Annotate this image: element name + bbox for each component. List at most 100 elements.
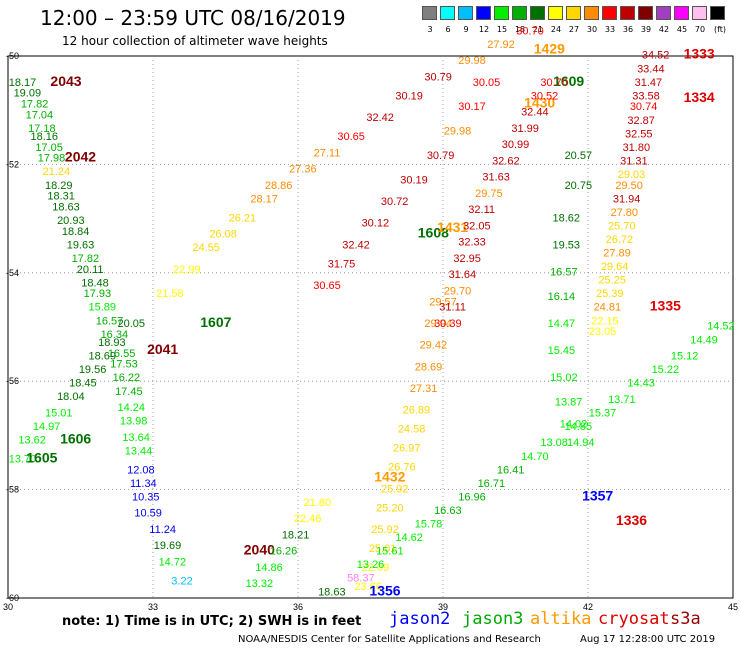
swh-value-cryosat: 23.05 (589, 326, 617, 338)
swh-value-cryosat: 34.52 (642, 50, 670, 62)
swh-value-cryosat: 27.89 (603, 248, 631, 260)
swh-value-jason2: 19.63 (67, 239, 95, 251)
swh-value-jason2: 17.04 (26, 109, 54, 121)
scale-swatch (494, 6, 509, 20)
swh-value-s3a: 16.96 (458, 491, 486, 503)
swh-value-jason2: 14.24 (117, 402, 145, 414)
swh-value-jason2: 19.69 (154, 540, 182, 552)
swh-value-cryosat: 33.58 (632, 90, 660, 102)
swh-value-jason3: 30.19 (395, 90, 423, 102)
swh-value-jason3: 14.47 (548, 318, 576, 330)
swh-value-altika: 26.97 (393, 443, 421, 455)
swh-value-jason3: 21.58 (156, 288, 184, 300)
pass-number-label: 2043 (50, 73, 81, 89)
scale-label: 42 (658, 25, 670, 34)
chart-subtitle: 12 hour collection of altimeter wave hei… (62, 34, 328, 48)
scale-label: 45 (676, 25, 688, 34)
swh-value-cryosat: 32.44 (521, 107, 549, 119)
scale-label: 36 (622, 25, 634, 34)
swh-value-cryosat: 31.63 (482, 172, 510, 184)
pass-number-label: 1334 (684, 89, 715, 105)
swh-value-cryosat: 22.15 (591, 315, 619, 327)
swh-value-jason2: 14.72 (159, 556, 187, 568)
swh-value-altika: 24.58 (398, 424, 426, 436)
swh-value-s3a: 13.26 (357, 559, 385, 571)
swh-value-cryosat: 31.64 (449, 269, 477, 281)
swh-value-jason2: 13.98 (120, 416, 148, 428)
swh-value-cryosat: 31.11 (439, 302, 466, 314)
scale-label: 12 (478, 25, 490, 34)
swh-value-altika: 30.65 (313, 280, 341, 292)
swh-value-jason2: 18.29 (45, 180, 73, 192)
legend-item-s3a: s3a (670, 609, 701, 629)
swh-value-jason3: 16.14 (548, 291, 576, 303)
swh-value-jason3: 26.08 (209, 229, 237, 241)
swh-value-altika: 30.05 (473, 77, 501, 89)
swh-value-cryosat: 30.39 (434, 318, 462, 330)
pass-number-label: 2042 (65, 149, 96, 165)
scale-swatch (602, 6, 617, 20)
swh-value-jason3: 27.36 (289, 164, 317, 176)
swh-value-jason3: 13.62 (18, 435, 46, 447)
swh-value-jason2: 18.48 (81, 277, 109, 289)
plot-frame (7, 55, 734, 599)
swh-value-altika: 25.01 (369, 543, 397, 555)
scale-swatch (422, 6, 437, 20)
swh-value-s3a: 15.37 (589, 407, 617, 419)
swh-value-jason3: 18.62 (552, 212, 580, 224)
swh-value-jason3: 15.45 (548, 345, 576, 357)
scale-swatch (512, 6, 527, 20)
swh-value-cryosat: 32.05 (463, 220, 491, 232)
swh-value-jason2: 11.24 (149, 524, 176, 536)
swh-value-jason3: 14.02 (560, 418, 588, 430)
swh-value-jason2: 16.55 (108, 348, 136, 360)
swh-value-jason3: 27.92 (487, 39, 515, 51)
scale-label: 3 (427, 25, 433, 34)
y-tick-label: -50 (6, 51, 19, 61)
scale-swatch (440, 6, 455, 20)
swh-value-s3a: 13.08 (540, 437, 568, 449)
swh-value-s3a: 15.12 (671, 351, 699, 363)
footer-note: note: 1) Time is in UTC; 2) SWH is in fe… (62, 614, 362, 629)
swh-value-cryosat: 29.03 (618, 169, 646, 181)
swh-value-cryosat: 29.70 (444, 285, 472, 297)
scale-swatch (710, 6, 725, 20)
swh-value-s3a: 14.85 (565, 421, 593, 433)
swh-value-altika: 28.69 (415, 361, 443, 373)
swh-value-jason3: 29.98 (458, 55, 486, 67)
swh-value-cryosat: 31.31 (620, 155, 648, 167)
legend-item-jason2: jason2 (389, 609, 451, 629)
swh-value-jason2: 16.34 (101, 329, 129, 341)
swh-value-altika: 29.57 (429, 296, 457, 308)
swh-value-cryosat: 25.25 (598, 275, 626, 287)
swh-value-altika: 26.89 (403, 405, 431, 417)
swh-value-s3a: 14.70 (521, 451, 549, 463)
swh-value-cryosat: 31.47 (635, 77, 663, 89)
scale-swatch (548, 6, 563, 20)
pass-number-label: 2040 (244, 542, 275, 558)
swh-value-jason3: 18.45 (69, 378, 97, 390)
swh-value-jason3: 13.70 (9, 454, 37, 466)
footer-credit: NOAA/NESDIS Center for Satellite Applica… (238, 634, 541, 645)
swh-value-cryosat: 32.11 (468, 204, 495, 216)
scale-swatch (638, 6, 653, 20)
scale-label: 6 (445, 25, 451, 34)
swh-value-jason2: 19.09 (14, 88, 42, 100)
swh-value-cryosat: 30.52 (531, 90, 559, 102)
swh-value-jason2: 17.53 (110, 359, 138, 371)
swh-value-s3a: 14.62 (395, 532, 423, 544)
x-tick-label: 36 (293, 602, 303, 612)
swh-value-s3a: 58.37 (347, 573, 375, 585)
footer-timestamp: Aug 17 12:28:00 UTC 2019 (580, 634, 716, 645)
scale-label: 21 (532, 25, 544, 34)
swh-value-cryosat: 32.95 (453, 253, 481, 265)
pass-number-label: 1356 (369, 582, 400, 598)
scale-label: 30 (586, 25, 598, 34)
y-tick-label: -56 (6, 376, 19, 386)
swh-value-jason2: 13.44 (125, 445, 153, 457)
pass-number-label: 1335 (650, 298, 681, 314)
swh-value-altika: 30.19 (400, 174, 428, 186)
swh-value-altika: 26.76 (388, 462, 416, 474)
pass-number-label: 1430 (524, 94, 555, 110)
